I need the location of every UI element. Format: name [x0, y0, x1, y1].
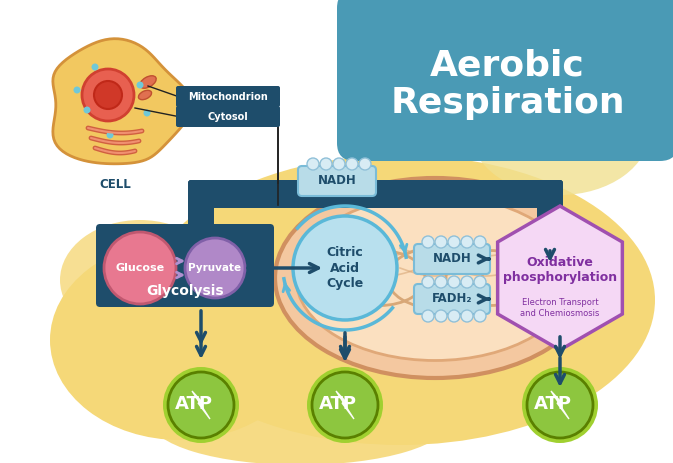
FancyBboxPatch shape [414, 284, 490, 314]
Text: CELL: CELL [99, 179, 131, 192]
Circle shape [92, 63, 98, 70]
Circle shape [312, 372, 378, 438]
Ellipse shape [50, 240, 310, 440]
Ellipse shape [140, 76, 156, 88]
Circle shape [461, 310, 473, 322]
Circle shape [448, 236, 460, 248]
Circle shape [359, 158, 371, 170]
Circle shape [293, 216, 397, 320]
Text: ATP: ATP [534, 395, 572, 413]
FancyBboxPatch shape [96, 224, 274, 307]
Polygon shape [497, 206, 623, 350]
Circle shape [106, 131, 114, 138]
Circle shape [307, 158, 319, 170]
Text: FADH₂: FADH₂ [432, 293, 472, 306]
Circle shape [474, 276, 486, 288]
Ellipse shape [60, 220, 220, 340]
Polygon shape [551, 391, 569, 419]
Circle shape [307, 367, 383, 443]
Ellipse shape [150, 375, 450, 463]
FancyBboxPatch shape [537, 180, 563, 251]
Circle shape [346, 158, 358, 170]
FancyBboxPatch shape [176, 86, 280, 107]
Circle shape [527, 372, 593, 438]
FancyBboxPatch shape [414, 244, 490, 274]
Circle shape [83, 106, 90, 113]
Circle shape [474, 236, 486, 248]
Circle shape [435, 276, 447, 288]
Circle shape [474, 310, 486, 322]
Circle shape [82, 69, 134, 121]
Polygon shape [53, 39, 192, 164]
FancyBboxPatch shape [188, 180, 214, 256]
Circle shape [333, 158, 345, 170]
Text: Aerobic: Aerobic [430, 49, 585, 82]
Text: Mitochondrion: Mitochondrion [188, 92, 268, 101]
Circle shape [185, 238, 245, 298]
Polygon shape [336, 391, 354, 419]
Circle shape [435, 236, 447, 248]
Circle shape [461, 236, 473, 248]
Text: Cytosol: Cytosol [208, 112, 248, 121]
Text: NADH: NADH [318, 175, 357, 188]
FancyBboxPatch shape [188, 180, 563, 208]
Text: Pyruvate: Pyruvate [188, 263, 242, 273]
Circle shape [320, 158, 332, 170]
Text: Glycolysis: Glycolysis [146, 284, 224, 298]
Circle shape [461, 276, 473, 288]
FancyBboxPatch shape [176, 106, 280, 127]
FancyBboxPatch shape [298, 166, 376, 196]
Text: NADH: NADH [433, 252, 471, 265]
Circle shape [448, 276, 460, 288]
Circle shape [104, 232, 176, 304]
Text: Respiration: Respiration [390, 87, 625, 120]
Ellipse shape [296, 195, 574, 361]
Text: Oxidative
phosphorylation: Oxidative phosphorylation [503, 256, 617, 284]
Circle shape [168, 372, 234, 438]
Text: ATP: ATP [319, 395, 357, 413]
Circle shape [143, 110, 151, 117]
Ellipse shape [145, 155, 655, 445]
Circle shape [522, 367, 598, 443]
Ellipse shape [275, 178, 595, 378]
Circle shape [163, 367, 239, 443]
Text: Glucose: Glucose [116, 263, 165, 273]
Text: ATP: ATP [175, 395, 213, 413]
Circle shape [94, 81, 122, 109]
Polygon shape [192, 391, 210, 419]
Ellipse shape [470, 65, 650, 195]
Circle shape [448, 310, 460, 322]
Circle shape [422, 276, 434, 288]
Text: Citric
Acid
Cycle: Citric Acid Cycle [326, 245, 363, 290]
Circle shape [435, 310, 447, 322]
Circle shape [137, 81, 143, 88]
Circle shape [73, 87, 81, 94]
Circle shape [422, 310, 434, 322]
Text: Electron Transport
and Chemiosmosis: Electron Transport and Chemiosmosis [520, 298, 600, 318]
Circle shape [422, 236, 434, 248]
FancyBboxPatch shape [337, 0, 673, 161]
Ellipse shape [139, 90, 151, 100]
